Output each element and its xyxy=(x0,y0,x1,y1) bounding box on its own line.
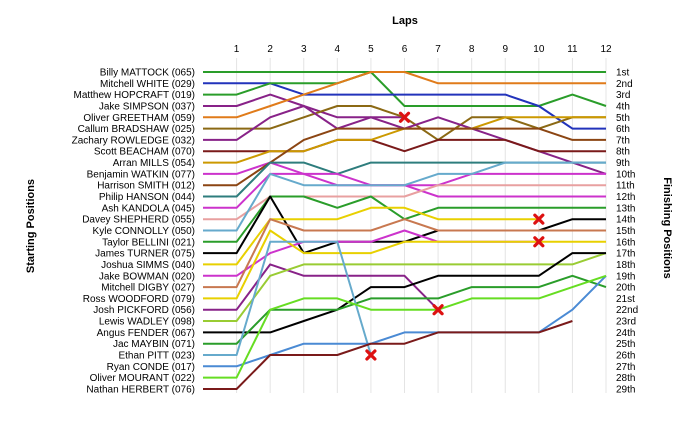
retirement-marker xyxy=(398,111,411,123)
starting-position-label: Joshua SIMMS (040) xyxy=(101,260,195,271)
finishing-position-label: 10th xyxy=(616,169,635,180)
starting-position-label: Oliver MOURANT (022) xyxy=(90,373,195,384)
starting-position-label: Kyle CONNOLLY (050) xyxy=(93,226,195,237)
starting-position-label: Taylor BELLINI (021) xyxy=(102,237,195,248)
finishing-position-label: 17th xyxy=(616,249,635,260)
finishing-position-label: 29th xyxy=(616,384,635,395)
starting-position-label: Lewis WADLEY (098) xyxy=(99,317,195,328)
starting-position-label: Matthew HOPCRAFT (019) xyxy=(73,90,195,101)
lap-tick-label: 8 xyxy=(469,44,475,55)
series-line xyxy=(203,206,539,266)
finishing-position-label: 22nd xyxy=(616,305,638,316)
finishing-position-label: 5th xyxy=(616,113,630,124)
retirement-marker xyxy=(365,349,377,361)
starting-position-label: Mitchell WHITE (029) xyxy=(100,79,195,90)
series-line xyxy=(203,274,607,379)
starting-position-label: Oliver GREETHAM (059) xyxy=(83,113,195,124)
lap-tick-label: 3 xyxy=(301,44,307,55)
finishing-position-label: 2nd xyxy=(616,79,633,90)
finishing-position-label: 15th xyxy=(616,226,635,237)
finishing-position-label: 26th xyxy=(616,351,635,362)
starting-position-label: Zachary ROWLEDGE (032) xyxy=(72,135,195,146)
starting-position-label: Ash KANDOLA (045) xyxy=(102,203,195,214)
starting-position-label: Benjamin WATKIN (077) xyxy=(87,169,195,180)
starting-position-label: Callum BRADSHAW (025) xyxy=(78,124,195,135)
starting-position-label: Scott BEACHAM (070) xyxy=(94,147,195,158)
retirement-markers xyxy=(365,111,545,361)
finishing-position-label: 12th xyxy=(616,192,635,203)
finishing-position-label: 18th xyxy=(616,260,635,271)
finishing-position-label: 21st xyxy=(616,294,635,305)
retirement-marker xyxy=(432,304,444,316)
starting-position-label: Ross WOODFORD (079) xyxy=(83,294,195,305)
finishing-position-label: 13th xyxy=(616,203,635,214)
lap-tick-label: 6 xyxy=(402,44,408,55)
finishing-position-label: 16th xyxy=(616,237,635,248)
finishing-position-label: 27th xyxy=(616,362,635,373)
starting-position-label: Mitchell DIGBY (027) xyxy=(101,283,195,294)
series-line xyxy=(203,320,573,390)
starting-position-label: Jac MAYBIN (071) xyxy=(113,339,195,350)
series-line xyxy=(203,263,439,311)
lap-tick-label: 4 xyxy=(335,44,341,55)
retirement-marker xyxy=(533,213,545,225)
starting-position-label: Harrison SMITH (012) xyxy=(97,181,195,192)
finishing-position-label: 23rd xyxy=(616,317,636,328)
starting-position-label: James TURNER (075) xyxy=(95,249,195,260)
gridlines xyxy=(236,58,607,393)
series-line xyxy=(203,218,606,289)
lap-tick-label: 5 xyxy=(368,44,374,55)
finishing-position-label: 24th xyxy=(616,328,635,339)
retirement-marker xyxy=(533,236,545,248)
y-axis-title-left: Starting Positions xyxy=(25,179,37,273)
finishing-position-label: 6th xyxy=(616,124,630,135)
lap-tick-label: 2 xyxy=(267,44,273,55)
finishing-position-label: 19th xyxy=(616,271,635,282)
starting-position-label: Jake BOWMAN (020) xyxy=(99,271,195,282)
series-lines xyxy=(203,71,607,390)
starting-position-label: Philip HANSON (044) xyxy=(99,192,195,203)
finishing-position-label: 20th xyxy=(616,283,635,294)
series-line xyxy=(203,71,606,119)
finishing-position-label: 11th xyxy=(616,181,635,192)
finishing-position-label: 3rd xyxy=(616,90,630,101)
lap-tick-label: 9 xyxy=(502,44,508,55)
starting-position-label: Josh PICKFORD (056) xyxy=(93,305,195,316)
starting-position-label: Jake SIMPSON (037) xyxy=(99,101,195,112)
series-line xyxy=(203,240,372,356)
finishing-position-label: 14th xyxy=(616,215,635,226)
finishing-position-label: 4th xyxy=(616,101,630,112)
finishing-position-label: 7th xyxy=(616,135,630,146)
x-axis-title: Laps xyxy=(392,15,418,27)
lap-tick-label: 12 xyxy=(600,44,612,55)
starting-position-label: Davey SHEPHERD (055) xyxy=(82,215,195,226)
lap-tick-label: 11 xyxy=(567,44,578,55)
starting-position-label: Billy MATTOCK (065) xyxy=(100,68,195,79)
starting-position-label: Nathan HERBERT (076) xyxy=(86,384,195,395)
starting-position-label: Ethan PITT (023) xyxy=(118,351,195,362)
series-line xyxy=(203,252,606,334)
lap-tick-label: 10 xyxy=(533,44,545,55)
finishing-position-label: 1st xyxy=(616,68,630,79)
lap-tick-label: 1 xyxy=(234,44,240,55)
lap-tick-label: 7 xyxy=(435,44,441,55)
starting-position-label: Arran MILLS (054) xyxy=(113,158,195,169)
finishing-position-label: 9th xyxy=(616,158,630,169)
series-line xyxy=(203,252,607,322)
y-axis-title-right: Finishing Positions xyxy=(661,177,673,278)
series-line xyxy=(203,161,606,232)
starting-position-label: Ryan CONDE (017) xyxy=(107,362,195,373)
finishing-position-label: 25th xyxy=(616,339,635,350)
finishing-position-label: 8th xyxy=(616,147,630,158)
starting-position-label: Angus FENDER (067) xyxy=(97,328,195,339)
finishing-position-label: 28th xyxy=(616,373,635,384)
